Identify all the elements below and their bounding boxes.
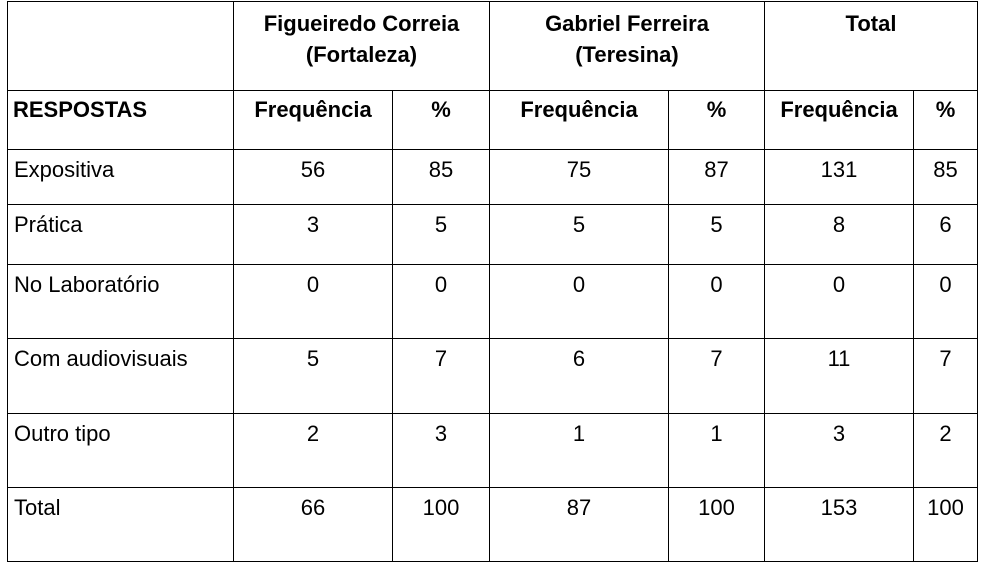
row-label: No Laboratório — [7, 264, 234, 339]
cell: 3 — [764, 413, 914, 488]
table-row: Com audiovisuais 5 7 6 7 11 7 — [7, 338, 979, 414]
group-header-fortaleza: Figueiredo Correia (Fortaleza) — [233, 1, 490, 91]
cell: 6 — [912, 204, 979, 265]
respostas-header: RESPOSTAS — [7, 90, 234, 150]
cell: 2 — [912, 413, 979, 488]
cell: 5 — [392, 204, 490, 265]
percent-header: % — [668, 90, 765, 150]
percent-header: % — [912, 90, 979, 150]
cell: 1 — [489, 413, 669, 488]
empty-header-cell — [7, 1, 234, 91]
frequency-header: Frequência — [233, 90, 393, 150]
cell: 7 — [392, 338, 490, 414]
row-label: Prática — [7, 204, 234, 265]
cell: 5 — [489, 204, 669, 265]
cell: 56 — [233, 149, 393, 205]
cell: 131 — [764, 149, 914, 205]
total-row: Total 66 100 87 100 153 100 — [7, 487, 979, 562]
table-row: Prática 3 5 5 5 8 6 — [7, 204, 979, 265]
table-row: Outro tipo 2 3 1 1 3 2 — [7, 413, 979, 488]
frequency-header: Frequência — [764, 90, 914, 150]
percent-header: % — [392, 90, 490, 150]
responses-table: Figueiredo Correia (Fortaleza) Gabriel Fe… — [7, 1, 979, 562]
table-row: Expositiva 56 85 75 87 131 85 — [7, 149, 979, 205]
table-row: No Laboratório 0 0 0 0 0 0 — [7, 264, 979, 339]
cell: 3 — [392, 413, 490, 488]
cell: 0 — [668, 264, 765, 339]
cell: 0 — [912, 264, 979, 339]
column-header-row: RESPOSTAS Frequência % Frequência % Freq… — [7, 90, 979, 150]
cell: 75 — [489, 149, 669, 205]
cell: 87 — [668, 149, 765, 205]
cell: 0 — [764, 264, 914, 339]
group-header-teresina: Gabriel Ferreira (Teresina) — [489, 1, 765, 91]
cell: 100 — [392, 487, 490, 562]
cell: 2 — [233, 413, 393, 488]
cell: 100 — [668, 487, 765, 562]
cell: 8 — [764, 204, 914, 265]
row-label: Expositiva — [7, 149, 234, 205]
cell: 100 — [912, 487, 979, 562]
cell: 11 — [764, 338, 914, 414]
row-label: Total — [7, 487, 234, 562]
cell: 5 — [233, 338, 393, 414]
cell: 153 — [764, 487, 914, 562]
cell: 5 — [668, 204, 765, 265]
cell: 0 — [233, 264, 393, 339]
cell: 87 — [489, 487, 669, 562]
cell: 66 — [233, 487, 393, 562]
frequency-header: Frequência — [489, 90, 669, 150]
row-label: Outro tipo — [7, 413, 234, 488]
cell: 1 — [668, 413, 765, 488]
cell: 0 — [392, 264, 490, 339]
cell: 7 — [668, 338, 765, 414]
group-header-row: Figueiredo Correia (Fortaleza) Gabriel Fe… — [7, 1, 979, 91]
cell: 6 — [489, 338, 669, 414]
cell: 85 — [392, 149, 490, 205]
cell: 85 — [912, 149, 979, 205]
cell: 3 — [233, 204, 393, 265]
cell: 0 — [489, 264, 669, 339]
cell: 7 — [912, 338, 979, 414]
group-header-total: Total — [763, 1, 979, 91]
row-label: Com audiovisuais — [7, 338, 234, 414]
